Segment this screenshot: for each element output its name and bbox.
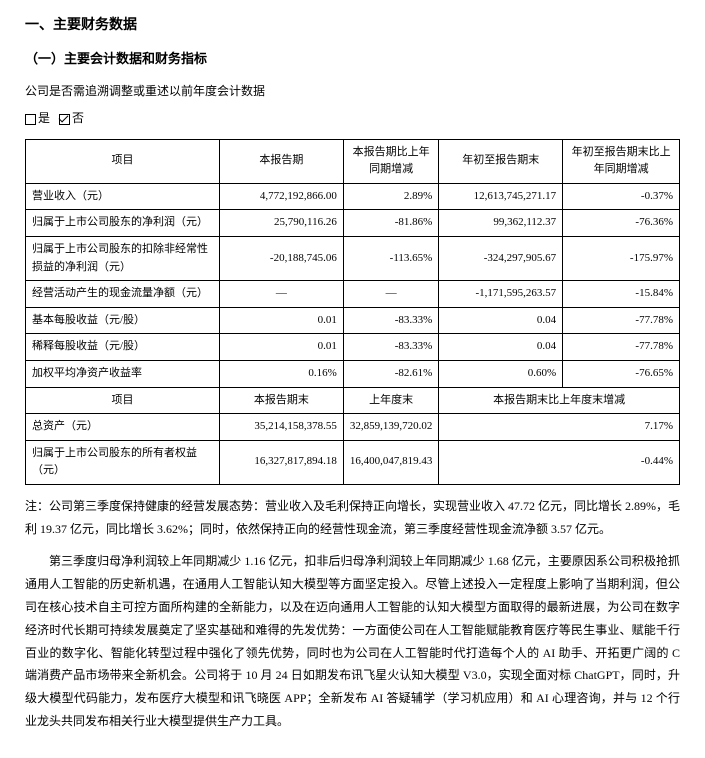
table-cell: 加权平均净资产收益率 <box>26 360 220 387</box>
table-row: 营业收入（元） 4,772,192,866.00 2.89% 12,613,74… <box>26 183 680 210</box>
checkbox-row: 是 否 <box>25 109 680 128</box>
table-cell: 稀释每股收益（元/股） <box>26 334 220 361</box>
subsection-title: （一）主要会计数据和财务指标 <box>25 49 680 70</box>
table-row: 归属于上市公司股东的扣除非经常性损益的净利润（元） -20,188,745.06… <box>26 236 680 280</box>
table-header: 项目 <box>26 139 220 183</box>
table-cell: 4,772,192,866.00 <box>220 183 344 210</box>
table-cell: -324,297,905.67 <box>439 236 563 280</box>
checkbox-no-box <box>59 114 70 125</box>
table-cell: 0.01 <box>220 307 344 334</box>
table-cell: 营业收入（元） <box>26 183 220 210</box>
table-cell: 0.04 <box>439 334 563 361</box>
table-cell: -1,171,595,263.57 <box>439 281 563 308</box>
table-cell: 0.01 <box>220 334 344 361</box>
table-header: 年初至报告期末比上年同期增减 <box>563 139 680 183</box>
table-cell: 归属于上市公司股东的扣除非经常性损益的净利润（元） <box>26 236 220 280</box>
table-cell: -83.33% <box>343 334 439 361</box>
table-cell: -76.36% <box>563 210 680 237</box>
table-header-row: 项目 本报告期 本报告期比上年同期增减 年初至报告期末 年初至报告期末比上年同期… <box>26 139 680 183</box>
table-header-row-2: 项目 本报告期末 上年度末 本报告期末比上年度末增减 <box>26 387 680 414</box>
table-header: 本报告期比上年同期增减 <box>343 139 439 183</box>
table-cell: 16,327,817,894.18 <box>220 440 344 484</box>
table-cell: -77.78% <box>563 334 680 361</box>
table-cell: -175.97% <box>563 236 680 280</box>
table-cell: -81.86% <box>343 210 439 237</box>
table-cell: -113.65% <box>343 236 439 280</box>
retrospective-question: 公司是否需追溯调整或重述以前年度会计数据 <box>25 82 680 101</box>
financial-table: 项目 本报告期 本报告期比上年同期增减 年初至报告期末 年初至报告期末比上年同期… <box>25 139 680 485</box>
table-cell: -83.33% <box>343 307 439 334</box>
table-header: 本报告期末 <box>220 387 344 414</box>
table-cell: 基本每股收益（元/股） <box>26 307 220 334</box>
table-header: 上年度末 <box>343 387 439 414</box>
table-row: 归属于上市公司股东的所有者权益（元） 16,327,817,894.18 16,… <box>26 440 680 484</box>
table-cell: 2.89% <box>343 183 439 210</box>
checkbox-yes-label: 是 <box>38 111 50 125</box>
table-cell: 总资产（元） <box>26 414 220 441</box>
table-row: 稀释每股收益（元/股） 0.01 -83.33% 0.04 -77.78% <box>26 334 680 361</box>
table-header: 项目 <box>26 387 220 414</box>
table-row: 总资产（元） 35,214,158,378.55 32,859,139,720.… <box>26 414 680 441</box>
table-header: 本报告期 <box>220 139 344 183</box>
table-cell: 25,790,116.26 <box>220 210 344 237</box>
table-cell: 0.60% <box>439 360 563 387</box>
table-header: 年初至报告期末 <box>439 139 563 183</box>
checkbox-yes-box <box>25 114 36 125</box>
table-header: 本报告期末比上年度末增减 <box>439 387 680 414</box>
table-cell: -15.84% <box>563 281 680 308</box>
table-cell: 12,613,745,271.17 <box>439 183 563 210</box>
table-cell: — <box>220 281 344 308</box>
table-cell: -0.37% <box>563 183 680 210</box>
table-row: 基本每股收益（元/股） 0.01 -83.33% 0.04 -77.78% <box>26 307 680 334</box>
table-cell: 经营活动产生的现金流量净额（元） <box>26 281 220 308</box>
table-cell: 99,362,112.37 <box>439 210 563 237</box>
table-row: 加权平均净资产收益率 0.16% -82.61% 0.60% -76.65% <box>26 360 680 387</box>
table-cell: -82.61% <box>343 360 439 387</box>
table-cell: 16,400,047,819.43 <box>343 440 439 484</box>
table-row: 归属于上市公司股东的净利润（元） 25,790,116.26 -81.86% 9… <box>26 210 680 237</box>
table-cell: 0.16% <box>220 360 344 387</box>
table-cell: 0.04 <box>439 307 563 334</box>
table-cell: -76.65% <box>563 360 680 387</box>
checkbox-no-label: 否 <box>72 111 84 125</box>
table-cell: 归属于上市公司股东的所有者权益（元） <box>26 440 220 484</box>
table-cell: 7.17% <box>439 414 680 441</box>
table-cell: — <box>343 281 439 308</box>
table-row: 经营活动产生的现金流量净额（元） — — -1,171,595,263.57 -… <box>26 281 680 308</box>
note-paragraph-1: 注：公司第三季度保持健康的经营发展态势：营业收入及毛利保持正向增长，实现营业收入… <box>25 495 680 541</box>
section-title: 一、主要财务数据 <box>25 15 680 37</box>
table-cell: -77.78% <box>563 307 680 334</box>
note-paragraph-2: 第三季度归母净利润较上年同期减少 1.16 亿元，扣非后归母净利润较上年同期减少… <box>25 550 680 732</box>
table-cell: -20,188,745.06 <box>220 236 344 280</box>
table-cell: 35,214,158,378.55 <box>220 414 344 441</box>
table-cell: 归属于上市公司股东的净利润（元） <box>26 210 220 237</box>
table-cell: -0.44% <box>439 440 680 484</box>
table-cell: 32,859,139,720.02 <box>343 414 439 441</box>
